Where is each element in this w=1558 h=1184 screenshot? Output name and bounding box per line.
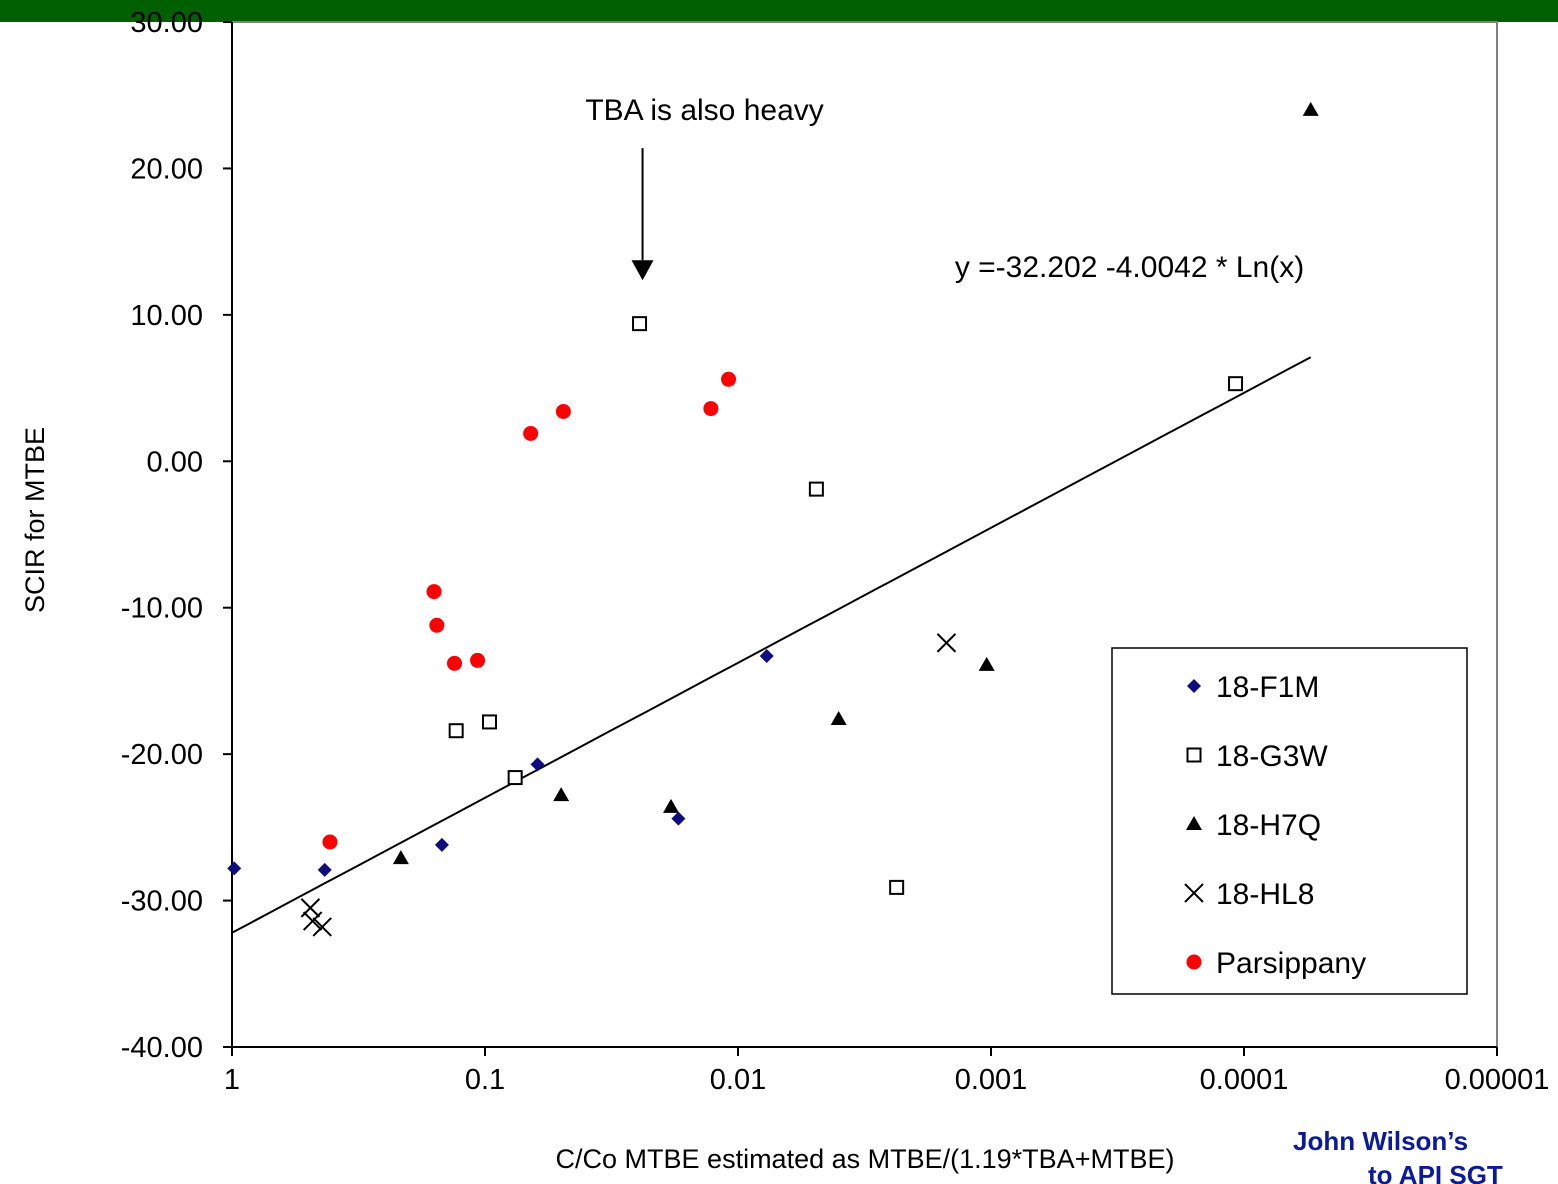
point-18-g3w (507, 770, 523, 786)
point-18-g3w (481, 714, 497, 730)
legend-label-18-hl8: 18-HL8 (1216, 878, 1314, 911)
y-tick-label: 0.00 (147, 446, 203, 478)
y-tick-label: -20.00 (121, 739, 203, 771)
point-18-h7q (1302, 101, 1319, 116)
legend-marker-18-h7q (1186, 816, 1202, 830)
point-parsippany (446, 655, 462, 671)
point-parsippany (426, 584, 442, 600)
point-18-g3w (889, 879, 905, 895)
point-18-f1m (759, 649, 774, 664)
point-18-g3w (632, 316, 648, 332)
legend-marker-18-hl8 (1184, 883, 1204, 903)
x-tick-label: 0.00001 (1445, 1064, 1550, 1096)
y-tick-label: -40.00 (121, 1032, 203, 1064)
x-axis-title: C/Co MTBE estimated as MTBE/(1.19*TBA+MT… (556, 1144, 1175, 1174)
annotation-text: TBA is also heavy (585, 94, 823, 127)
x-tick-label: 0.0001 (1200, 1064, 1289, 1096)
point-18-f1m (317, 862, 332, 877)
point-parsippany (721, 371, 737, 387)
y-tick-label: 20.00 (130, 153, 203, 185)
point-parsippany (555, 404, 571, 419)
y-tick-label: 30.00 (130, 7, 203, 39)
y-tick-label: -10.00 (121, 593, 203, 625)
legend-label-18-h7q: 18-H7Q (1216, 809, 1321, 842)
legend-marker-18-f1m (1187, 679, 1201, 693)
annotation-arrow-head (631, 260, 654, 281)
point-18-g3w (448, 723, 464, 739)
chart-marks: -40.00-30.00-20.00-10.000.0010.0020.0030… (121, 7, 1550, 1096)
point-18-hl8 (312, 917, 332, 937)
legend-marker-18-g3w (1186, 747, 1202, 763)
y-tick-label: 10.00 (130, 300, 203, 332)
point-18-f1m (227, 861, 242, 876)
point-18-f1m (530, 757, 545, 772)
point-18-hl8 (936, 633, 957, 653)
point-18-h7q (392, 850, 409, 865)
legend-label-18-g3w: 18-G3W (1216, 740, 1328, 773)
header-bar (0, 0, 1558, 22)
y-axis-title: SCIR for MTBE (20, 427, 50, 613)
x-tick-label: 1 (224, 1064, 240, 1096)
legend-label-18-f1m: 18-F1M (1216, 671, 1319, 704)
point-18-h7q (830, 711, 847, 725)
x-tick-label: 0.001 (955, 1064, 1028, 1096)
point-18-hl8 (300, 898, 321, 918)
point-18-g3w (808, 481, 824, 497)
point-18-hl8 (302, 911, 323, 931)
point-18-f1m (671, 811, 686, 826)
point-parsippany (429, 617, 445, 633)
footer-line-2: to API SGT (1368, 1160, 1503, 1184)
point-parsippany (523, 425, 539, 441)
point-parsippany (703, 401, 719, 417)
x-tick-label: 0.1 (465, 1064, 505, 1096)
point-18-g3w (1228, 376, 1244, 392)
point-18-h7q (553, 787, 570, 802)
point-18-h7q (663, 798, 680, 813)
legend-label-parsippany: Parsippany (1216, 947, 1366, 980)
footer-line-1: John Wilson’s (1293, 1126, 1468, 1156)
legend-box (1111, 647, 1468, 995)
legend-marker-parsippany (1186, 954, 1202, 970)
x-tick-label: 0.01 (710, 1064, 766, 1096)
trendline (231, 356, 1312, 934)
trendline-equation: y =-32.202 -4.0042 * Ln(x) (955, 251, 1304, 284)
point-parsippany (470, 652, 486, 668)
point-18-h7q (978, 656, 995, 671)
y-tick-label: -30.00 (121, 886, 203, 918)
point-18-f1m (434, 837, 449, 852)
point-parsippany (322, 834, 338, 850)
